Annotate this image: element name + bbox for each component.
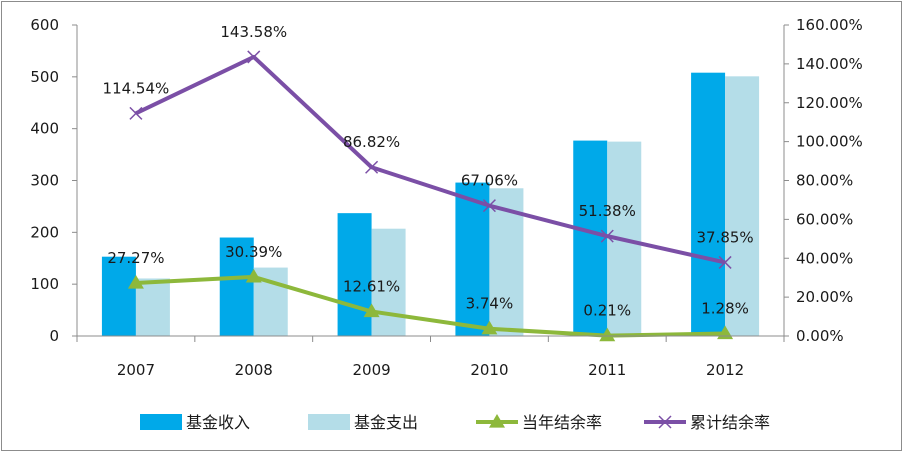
marker-累计结余率-2009 [365, 160, 379, 174]
data-label-当年结余率-2007: 27.27% [107, 249, 164, 267]
left-tick-label: 500 [30, 68, 59, 86]
legend-item-累计结余率: 累计结余率 [644, 413, 770, 432]
x-tick-label-2011: 2011 [588, 361, 626, 379]
bar-基金支出-2012 [725, 76, 760, 336]
data-labels-group: 27.27% 30.39% 12.61% 3.74% 0.21% 1.28% 114.54%… [103, 23, 754, 320]
marker-累计结余率-2010 [482, 199, 496, 213]
legend-marker-累计结余率 [658, 415, 672, 429]
marker-累计结余率-2010-stroke-b [482, 199, 496, 213]
marker-累计结余率-2012 [718, 255, 732, 269]
marker-当年结余率-2008 [245, 268, 262, 283]
legend: 基金收入 基金支出 当年结余率 累计结余率 [140, 413, 770, 432]
marker-累计结余率-2007-stroke-b [129, 106, 143, 120]
marker-当年结余率-2011 [599, 327, 616, 342]
legend-swatch-基金支出 [308, 414, 350, 430]
legend-swatch-基金收入 [140, 414, 182, 430]
data-label-当年结余率-2009: 12.61% [343, 277, 400, 295]
marker-累计结余率-2007 [129, 106, 143, 120]
marker-累计结余率-2011 [600, 229, 614, 243]
legend-item-当年结余率: 当年结余率 [476, 413, 602, 432]
x-tick-label-2008: 2008 [235, 361, 273, 379]
bar-基金收入-2007 [101, 256, 136, 336]
marker-累计结余率-2008 [247, 50, 261, 64]
right-tick-label: 100.00% [796, 133, 863, 151]
bar-基金收入-2011 [573, 140, 608, 336]
line-累计结余率 [135, 54, 726, 265]
legend-label-基金收入: 基金收入 [186, 413, 250, 432]
marker-累计结余率-2009-stroke-b [365, 160, 379, 174]
data-label-累计结余率-2007: 114.54% [103, 79, 170, 97]
marker-累计结余率-2008-stroke-b [247, 50, 261, 64]
legend-marker-累计结余率-stroke-b [658, 415, 672, 429]
bar-基金收入-2012 [691, 72, 726, 336]
data-label-累计结余率-2009: 86.82% [343, 133, 400, 151]
bar-series-group [101, 72, 760, 336]
left-tick-label: 400 [30, 120, 59, 138]
right-tick-label: 120.00% [796, 94, 863, 112]
bar-基金收入-2010 [455, 182, 490, 336]
data-label-当年结余率-2010: 3.74% [466, 295, 514, 313]
data-label-当年结余率-2011: 0.21% [583, 302, 631, 320]
right-tick-label: 60.00% [796, 210, 853, 228]
legend-label-累计结余率: 累计结余率 [690, 413, 770, 432]
line-series-group [127, 50, 734, 342]
right-tick-label: 160.00% [796, 16, 863, 34]
data-label-累计结余率-2012: 37.85% [696, 228, 753, 246]
x-tick-label-2009: 2009 [352, 361, 390, 379]
left-tick-label: 300 [30, 172, 59, 190]
right-tick-label: 40.00% [796, 249, 853, 267]
legend-item-基金收入: 基金收入 [140, 413, 250, 432]
line-当年结余率 [135, 274, 726, 338]
bar-基金支出-2009 [371, 228, 406, 336]
data-label-累计结余率-2010: 67.06% [461, 172, 518, 190]
marker-累计结余率-2011-stroke-b [600, 229, 614, 243]
marker-累计结余率-2012-stroke-b [718, 255, 732, 269]
bar-基金收入-2009 [337, 213, 372, 336]
data-label-当年结余率-2008: 30.39% [225, 243, 282, 261]
right-tick-label: 20.00% [796, 288, 853, 306]
x-tick-label-2010: 2010 [470, 361, 508, 379]
bar-基金收入-2008 [219, 237, 254, 336]
right-tick-label: 80.00% [796, 172, 853, 190]
data-label-累计结余率-2008: 143.58% [220, 23, 287, 41]
marker-当年结余率-2009 [363, 303, 380, 318]
left-tick-label: 600 [30, 16, 59, 34]
axes-group: 0 100 200 300 400 500 600 0.00% 20.00% 40.00% 60.0… [30, 16, 862, 379]
right-tick-label: 0.00% [796, 327, 844, 345]
x-tick-label-2007: 2007 [117, 361, 155, 379]
left-tick-label: 0 [49, 327, 59, 345]
left-tick-label: 200 [30, 223, 59, 241]
right-tick-label: 140.00% [796, 55, 863, 73]
left-tick-label: 100 [30, 275, 59, 293]
legend-marker-当年结余率 [489, 414, 505, 428]
x-tick-label-2012: 2012 [706, 361, 744, 379]
marker-当年结余率-2007 [127, 274, 144, 289]
data-label-当年结余率-2012: 1.28% [701, 300, 749, 318]
data-label-累计结余率-2011: 51.38% [579, 202, 636, 220]
legend-item-基金支出: 基金支出 [308, 413, 418, 432]
marker-当年结余率-2010 [481, 320, 498, 335]
legend-label-基金支出: 基金支出 [354, 413, 418, 432]
legend-label-当年结余率: 当年结余率 [522, 413, 602, 432]
